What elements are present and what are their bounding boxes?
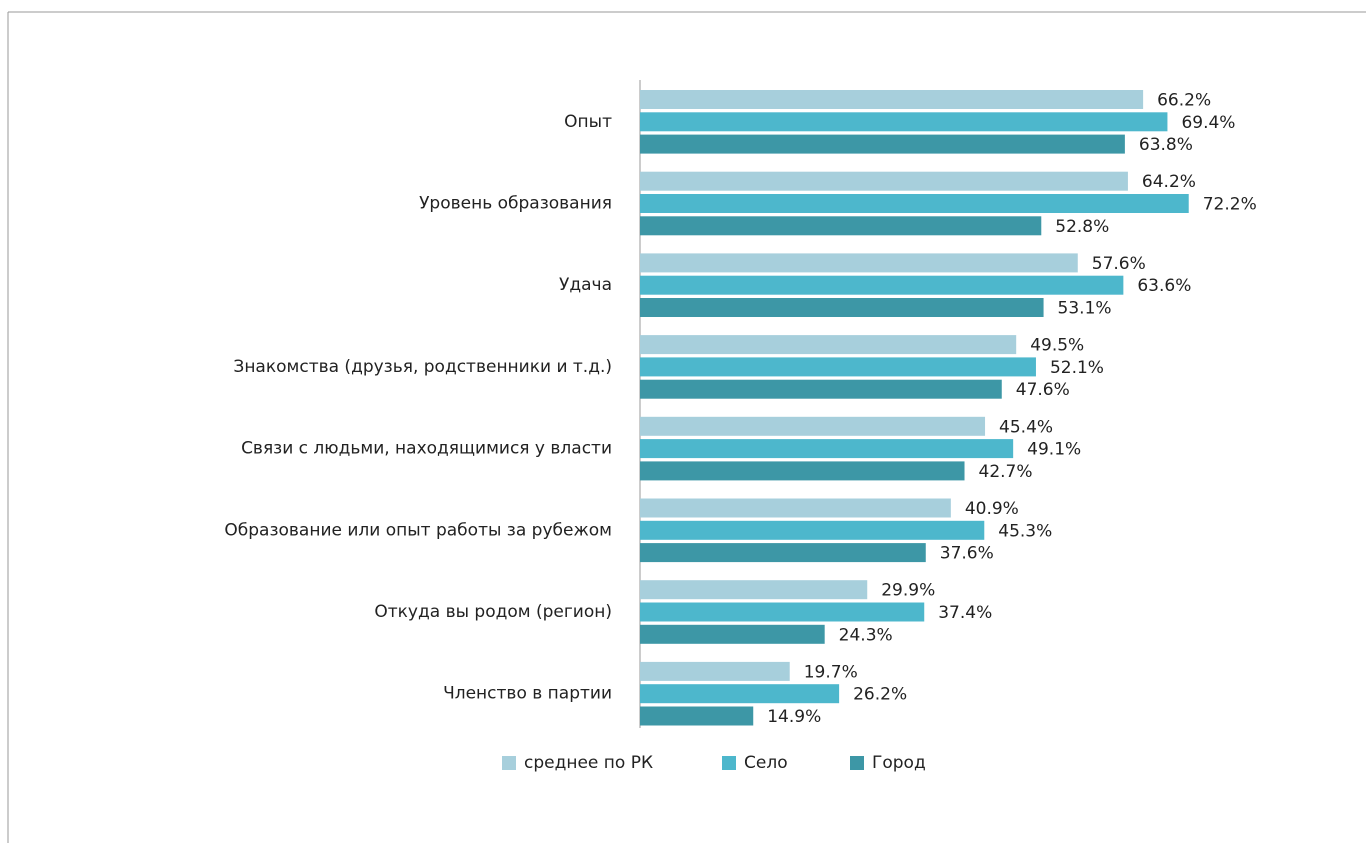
bar [640,543,926,563]
legend-label: Город [872,753,926,773]
value-label: 66.2% [1157,91,1211,111]
value-label: 72.2% [1203,195,1257,215]
bar [640,253,1078,273]
category-label: Членство в партии [443,684,612,704]
category-label: Опыт [564,112,612,132]
bar [640,439,1014,459]
value-label: 63.6% [1137,276,1191,296]
value-label: 26.2% [853,685,907,705]
value-label: 64.2% [1142,172,1196,192]
bar [640,112,1168,132]
value-label: 40.9% [965,499,1019,519]
bar [640,498,951,518]
legend-label: среднее по РК [524,753,653,773]
bar [640,520,985,540]
legend-label: Село [744,753,788,773]
legend-swatch [850,756,864,770]
category-label: Уровень образования [419,194,612,214]
value-label: 47.6% [1016,380,1070,400]
category-label: Образование или опыт работы за рубежом [224,520,612,540]
bar [640,90,1144,109]
value-label: 29.9% [881,581,935,601]
bar [640,134,1125,154]
bar [640,461,965,481]
value-label: 37.6% [940,544,994,564]
bar [640,216,1042,236]
bar [640,194,1189,213]
legend-swatch [722,756,736,770]
value-label: 49.1% [1027,440,1081,460]
bar [640,684,840,704]
legend-swatch [502,756,516,770]
category-label: Знакомства (друзья, родственники и т.д.) [233,357,612,377]
bar [640,171,1128,191]
bar [640,602,925,622]
bar [640,661,790,681]
category-label: Удача [559,275,612,295]
value-label: 63.8% [1139,135,1193,155]
value-label: 24.3% [839,625,893,645]
bar [640,580,868,600]
value-label: 52.1% [1050,358,1104,378]
bar [640,275,1124,295]
category-label: Откуда вы родом (регион) [374,602,612,622]
value-label: 53.1% [1058,299,1112,319]
bar [640,379,1002,399]
value-label: 14.9% [767,707,821,727]
value-label: 42.7% [979,462,1033,482]
bar [640,357,1036,377]
value-label: 57.6% [1092,254,1146,274]
bar [640,298,1044,317]
bar [640,624,825,644]
value-label: 19.7% [804,662,858,682]
category-label: Связи с людьми, находящимися у власти [241,439,612,459]
bar [640,335,1017,355]
value-label: 45.4% [999,417,1053,437]
value-label: 52.8% [1055,217,1109,237]
value-label: 49.5% [1030,336,1084,356]
value-label: 37.4% [938,603,992,623]
bar [640,416,986,436]
value-label: 69.4% [1181,113,1235,133]
value-label: 45.3% [998,521,1052,541]
bar [640,706,754,726]
